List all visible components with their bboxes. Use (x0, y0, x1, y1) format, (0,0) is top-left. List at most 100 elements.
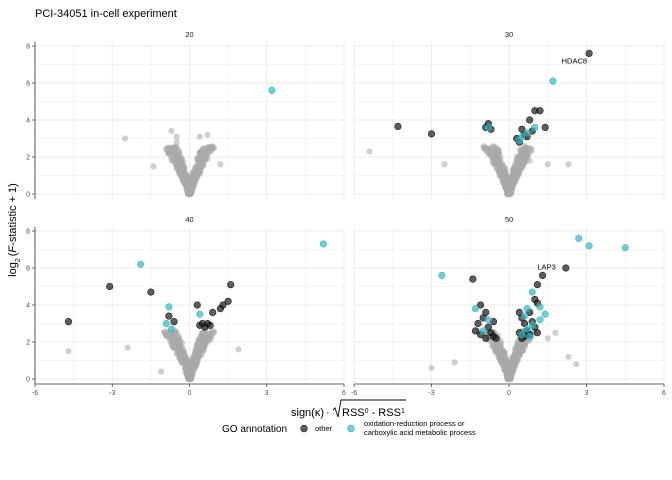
point-background (185, 189, 193, 197)
y-axis-label-open: ( (7, 252, 19, 256)
background-points (122, 128, 224, 198)
y-axis-label-f: F (7, 245, 19, 253)
y-tick-label: 6 (26, 81, 30, 88)
point-background (173, 150, 180, 157)
point-background (514, 154, 521, 161)
point-background (494, 165, 501, 172)
point-redox (575, 234, 583, 242)
point-background (163, 333, 171, 340)
point-redox (484, 123, 492, 131)
point-redox (536, 316, 544, 324)
y-tick-label: 4 (26, 118, 30, 125)
point-background (544, 335, 551, 342)
point-redox (536, 303, 544, 311)
point-redox (531, 123, 539, 131)
point-other (64, 318, 73, 326)
point-redox (528, 288, 536, 296)
point-other (562, 264, 570, 272)
x-tick-label: 0 (188, 390, 192, 397)
legend-label-other: other (315, 424, 333, 433)
point-other (193, 301, 201, 309)
y-tick-label: 0 (26, 192, 30, 199)
x-tick-label: 3 (585, 390, 589, 397)
legend-label-redox-line1: oxidation-reduction process or (364, 419, 465, 428)
point-background (500, 176, 507, 184)
point-background (158, 368, 165, 375)
point-background (504, 190, 512, 197)
point-redox (165, 303, 173, 311)
legend-key-other (300, 424, 308, 433)
highlight-points (268, 86, 276, 94)
x-tick-label: -3 (109, 390, 115, 397)
point-background (201, 331, 209, 338)
point-redox (621, 244, 629, 252)
x-axis-label-dot: · (326, 407, 330, 419)
legend: GO annotation other oxidation-reduction … (222, 419, 476, 437)
point-redox (520, 312, 529, 320)
point-other (471, 327, 480, 335)
background-points (65, 327, 242, 383)
point-background (526, 157, 533, 164)
point-redox (585, 242, 593, 250)
x-axis-label-sup0: 0 (365, 408, 369, 415)
background-points (366, 142, 572, 198)
point-redox (528, 321, 536, 329)
point-redox (523, 305, 531, 313)
point-background (509, 368, 516, 376)
point-label: LAP3 (537, 262, 555, 271)
point-background (180, 166, 187, 173)
x-tick-label: -3 (428, 390, 434, 397)
x-axis-label-minus: - RSS (369, 407, 401, 419)
point-redox (549, 77, 557, 85)
point-background (180, 176, 187, 183)
point-background (176, 344, 183, 351)
point-other (224, 297, 232, 305)
facet-strip-label: 40 (185, 215, 193, 224)
y-axis-label-rest: -statistic + 1) (7, 183, 19, 246)
x-tick-label: 0 (507, 390, 511, 397)
svg-text:RSS0 - RSS1: RSS0 - RSS1 (342, 407, 405, 419)
point-background (428, 364, 435, 371)
x-tick-label: -6 (351, 390, 357, 397)
point-other (474, 319, 482, 328)
point-redox (268, 86, 276, 94)
y-tick-label: 2 (26, 340, 30, 347)
point-background (183, 358, 190, 365)
point-redox (162, 319, 170, 328)
point-background (193, 360, 200, 367)
point-background (193, 167, 200, 174)
point-redox (541, 310, 549, 318)
y-tick-label: 8 (26, 229, 30, 236)
point-background (235, 346, 242, 353)
point-background (494, 340, 501, 348)
point-other (526, 116, 534, 124)
point-other (427, 130, 436, 138)
point-other (536, 107, 544, 115)
x-axis-label: sign(κ) · RSS0 - RSS1 (291, 399, 406, 419)
point-background (552, 329, 559, 336)
legend-key-redox (347, 424, 355, 433)
grid (353, 42, 665, 199)
facet-strip-label: 30 (505, 30, 513, 39)
point-background (491, 346, 499, 354)
point-background (503, 371, 510, 378)
point-background (544, 161, 551, 168)
point-background (480, 143, 487, 150)
point-redox (167, 325, 176, 333)
point-background (208, 332, 215, 340)
point-other (476, 301, 485, 309)
point-background (170, 157, 177, 164)
point-background (490, 159, 497, 167)
point-other (482, 334, 490, 342)
panel-20: 20 0 2 4 6 8 (26, 30, 345, 199)
point-background (122, 135, 129, 142)
x-tick-label: -6 (32, 390, 38, 397)
point-background (65, 348, 72, 355)
point-background (511, 161, 518, 168)
point-other (469, 275, 477, 283)
point-background (188, 366, 196, 373)
point-background (173, 133, 180, 140)
point-background (451, 359, 458, 366)
y-axis-label: log2 (F-statistic + 1) (7, 183, 22, 277)
